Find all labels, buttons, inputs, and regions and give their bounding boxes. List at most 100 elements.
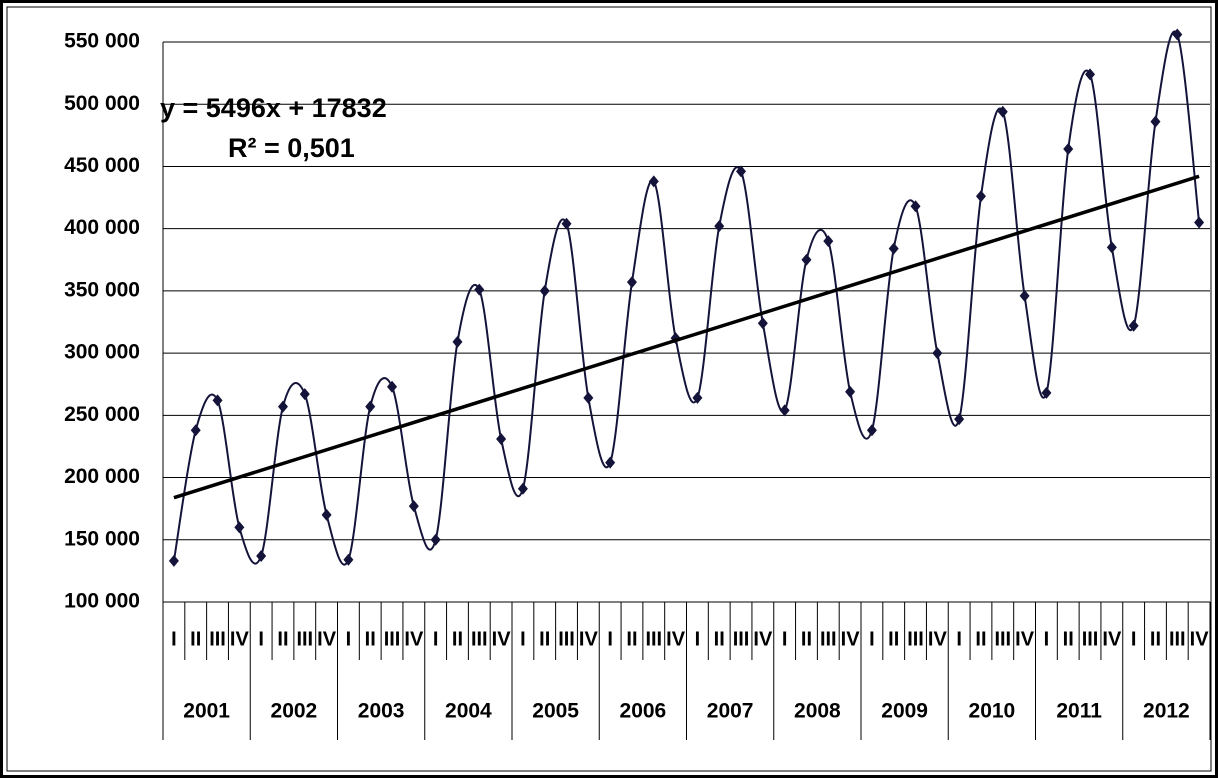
trendline bbox=[173, 174, 1200, 500]
group-label: 2010 bbox=[969, 700, 1016, 723]
x-tick-label: I bbox=[171, 628, 177, 650]
x-tick-label: IV bbox=[579, 628, 599, 650]
inner-frame bbox=[6, 6, 1212, 772]
marker bbox=[321, 508, 332, 521]
x-tick-label: IV bbox=[492, 628, 512, 650]
x-tick-label: IV bbox=[1015, 628, 1035, 650]
group-label: 2011 bbox=[1056, 700, 1102, 723]
group-label: 2005 bbox=[532, 700, 579, 723]
y-tick-label: 250 000 bbox=[64, 403, 140, 426]
marker bbox=[823, 235, 834, 248]
x-tick-label: II bbox=[801, 628, 812, 650]
marker bbox=[212, 394, 223, 407]
marker bbox=[561, 217, 572, 230]
marker bbox=[736, 165, 747, 178]
marker bbox=[168, 554, 179, 567]
y-tick-label: 300 000 bbox=[64, 341, 140, 364]
marker bbox=[1019, 289, 1030, 302]
marker bbox=[365, 400, 376, 413]
x-tick-label: II bbox=[539, 628, 550, 650]
x-tick-label: III bbox=[733, 628, 750, 650]
group-label: 2002 bbox=[271, 700, 318, 723]
x-tick-label: III bbox=[994, 628, 1011, 650]
marker bbox=[997, 105, 1008, 118]
marker bbox=[190, 424, 201, 437]
group-label: 2004 bbox=[445, 700, 492, 723]
marker bbox=[1041, 386, 1052, 399]
x-tick-label: III bbox=[558, 628, 575, 650]
x-tick-label: I bbox=[1131, 628, 1137, 650]
y-tick-label: 400 000 bbox=[64, 216, 140, 239]
x-tick-label: II bbox=[190, 628, 201, 650]
marker bbox=[801, 253, 812, 266]
y-tick-label: 350 000 bbox=[64, 278, 140, 301]
x-tick-label: IV bbox=[928, 628, 948, 650]
marker bbox=[234, 521, 245, 534]
x-tick-label: I bbox=[782, 628, 788, 650]
x-tick-label: II bbox=[975, 628, 986, 650]
marker bbox=[1063, 143, 1074, 156]
x-tick-label: IV bbox=[230, 628, 250, 650]
x-tick-label: II bbox=[888, 628, 899, 650]
x-tick-label: IV bbox=[753, 628, 773, 650]
marker bbox=[845, 385, 856, 398]
marker bbox=[975, 190, 986, 203]
marker bbox=[692, 391, 703, 404]
x-tick-label: II bbox=[626, 628, 637, 650]
marker bbox=[1150, 115, 1161, 128]
marker bbox=[757, 317, 768, 330]
x-tick-label: I bbox=[258, 628, 264, 650]
marker bbox=[452, 335, 463, 348]
x-tick-label: III bbox=[1169, 628, 1186, 650]
x-tick-label: II bbox=[1150, 628, 1161, 650]
marker bbox=[779, 404, 790, 417]
marker bbox=[430, 533, 441, 546]
y-tick-label: 150 000 bbox=[64, 527, 140, 550]
x-tick-label: I bbox=[1044, 628, 1050, 650]
group-label: 2001 bbox=[183, 700, 230, 723]
marker bbox=[1085, 68, 1096, 81]
x-tick-label: III bbox=[645, 628, 662, 650]
x-tick-label: IV bbox=[666, 628, 686, 650]
x-tick-label: III bbox=[384, 628, 401, 650]
x-tick-label: IV bbox=[317, 628, 337, 650]
group-label: 2009 bbox=[881, 700, 928, 723]
marker bbox=[256, 549, 267, 562]
marker bbox=[343, 553, 354, 566]
marker bbox=[299, 388, 310, 401]
marker bbox=[474, 283, 485, 296]
group-label: 2007 bbox=[707, 700, 754, 723]
marker bbox=[1128, 319, 1139, 332]
x-tick-label: II bbox=[714, 628, 725, 650]
marker bbox=[1106, 241, 1117, 254]
marker bbox=[539, 284, 550, 297]
x-tick-label: I bbox=[433, 628, 439, 650]
marker bbox=[910, 200, 921, 213]
marker bbox=[517, 482, 528, 495]
x-tick-label: IV bbox=[1190, 628, 1210, 650]
marker bbox=[714, 220, 725, 233]
x-tick-label: I bbox=[346, 628, 352, 650]
marker bbox=[496, 432, 507, 445]
x-tick-label: II bbox=[365, 628, 376, 650]
x-tick-label: IV bbox=[841, 628, 861, 650]
y-tick-label: 100 000 bbox=[64, 590, 140, 613]
x-tick-label: II bbox=[277, 628, 288, 650]
x-tick-label: III bbox=[296, 628, 313, 650]
x-tick-label: I bbox=[607, 628, 613, 650]
marker bbox=[626, 276, 637, 289]
y-tick-label: 450 000 bbox=[64, 154, 140, 177]
marker bbox=[605, 456, 616, 469]
equation: y = 5496x + 17832 bbox=[160, 93, 387, 123]
x-tick-label: I bbox=[695, 628, 701, 650]
marker bbox=[888, 242, 899, 255]
y-tick-label: 550 000 bbox=[64, 30, 140, 53]
group-label: 2008 bbox=[794, 700, 841, 723]
marker bbox=[583, 391, 594, 404]
y-tick-label: 500 000 bbox=[64, 92, 140, 115]
x-tick-label: IV bbox=[404, 628, 424, 650]
x-tick-label: III bbox=[471, 628, 488, 650]
group-label: 2012 bbox=[1143, 700, 1190, 723]
